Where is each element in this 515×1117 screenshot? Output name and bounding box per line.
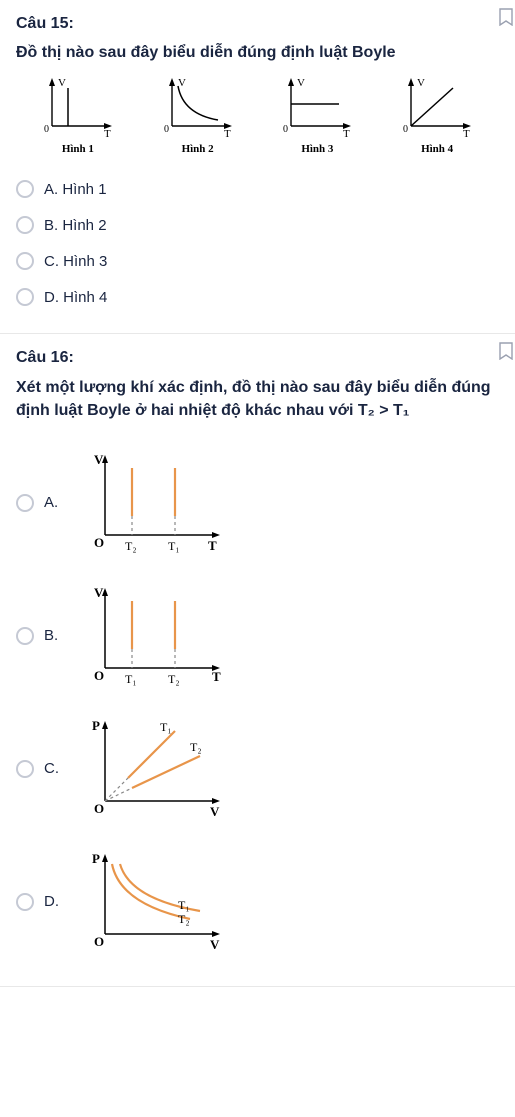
radio-icon — [16, 252, 34, 270]
question-text: Xét một lượng khí xác định, đồ thị nào s… — [16, 376, 499, 422]
options-list: A. V T O T₂ T₁ B. — [16, 436, 499, 968]
option-a[interactable]: A. V T O T₂ T₁ — [16, 436, 499, 569]
option-a[interactable]: A. Hình 1 — [16, 172, 499, 208]
radio-icon — [16, 893, 34, 911]
svg-text:O: O — [94, 934, 104, 949]
radio-icon — [16, 494, 34, 512]
radio-icon — [16, 760, 34, 778]
svg-text:T₁: T₁ — [168, 539, 180, 553]
option-b[interactable]: B. V T O T₁ T₂ — [16, 569, 499, 702]
svg-text:T: T — [463, 128, 470, 138]
figure-caption: Hình 1 — [22, 142, 134, 158]
svg-text:V: V — [94, 585, 104, 600]
option-label: C. — [44, 758, 59, 780]
question-number: Câu 16: — [16, 346, 499, 369]
option-c-graph: P V O T₁ T₂ — [80, 716, 230, 821]
svg-text:0: 0 — [164, 124, 169, 135]
svg-text:0: 0 — [403, 124, 408, 135]
svg-text:P: P — [92, 851, 100, 866]
svg-text:O: O — [94, 801, 104, 816]
question-text: Đồ thị nào sau đây biểu diễn đúng định l… — [16, 41, 499, 64]
option-label: A. Hình 1 — [44, 179, 107, 201]
option-label: B. Hình 2 — [44, 215, 107, 237]
bookmark-icon[interactable] — [499, 342, 513, 367]
svg-text:0: 0 — [44, 124, 49, 135]
option-label: D. — [44, 891, 59, 913]
svg-text:V: V — [58, 77, 66, 89]
svg-text:T: T — [208, 538, 217, 553]
question-15: Câu 15: Đồ thị nào sau đây biểu diễn đún… — [0, 0, 515, 334]
radio-icon — [16, 180, 34, 198]
option-label: A. — [44, 492, 58, 514]
svg-text:T: T — [212, 669, 221, 684]
svg-text:O: O — [94, 535, 104, 550]
option-d[interactable]: D. P V O T₁ T₂ — [16, 835, 499, 968]
radio-icon — [16, 288, 34, 306]
svg-text:P: P — [92, 718, 100, 733]
svg-text:T₁: T₁ — [125, 672, 137, 686]
svg-text:V: V — [178, 77, 186, 89]
option-c[interactable]: C. P V O T₁ T₂ — [16, 702, 499, 835]
option-b-graph: V T O T₁ T₂ — [80, 583, 230, 688]
option-label: C. Hình 3 — [44, 251, 107, 273]
question-number: Câu 15: — [16, 12, 499, 35]
figure-caption: Hình 4 — [381, 142, 493, 158]
svg-text:0: 0 — [283, 124, 288, 135]
bookmark-icon[interactable] — [499, 8, 513, 33]
svg-text:V: V — [210, 804, 220, 819]
figure-caption: Hình 2 — [142, 142, 254, 158]
option-a-graph: V T O T₂ T₁ — [80, 450, 230, 555]
svg-text:V: V — [297, 77, 305, 89]
options-list: A. Hình 1 B. Hình 2 C. Hình 3 D. Hình 4 — [16, 172, 499, 315]
svg-text:T₂: T₂ — [168, 672, 180, 686]
figure-3: V T 0 Hình 3 — [262, 74, 374, 158]
svg-text:T₂: T₂ — [125, 539, 137, 553]
svg-text:O: O — [94, 668, 104, 683]
svg-text:T₁: T₁ — [160, 720, 172, 734]
figures-row: V T 0 Hình 1 V T 0 Hình 2 — [16, 74, 499, 158]
option-d-graph: P V O T₁ T₂ — [80, 849, 230, 954]
svg-text:V: V — [94, 452, 104, 467]
radio-icon — [16, 216, 34, 234]
option-b[interactable]: B. Hình 2 — [16, 208, 499, 244]
figure-4: V T 0 Hình 4 — [381, 74, 493, 158]
svg-text:T: T — [343, 128, 350, 138]
question-16: Câu 16: Xét một lượng khí xác định, đồ t… — [0, 334, 515, 987]
figure-1: V T 0 Hình 1 — [22, 74, 134, 158]
svg-text:T: T — [104, 128, 111, 138]
svg-text:T₁: T₁ — [178, 898, 190, 912]
svg-text:V: V — [210, 937, 220, 952]
option-c[interactable]: C. Hình 3 — [16, 244, 499, 280]
figure-caption: Hình 3 — [262, 142, 374, 158]
svg-text:T₂: T₂ — [178, 912, 190, 926]
svg-text:T: T — [224, 128, 231, 138]
figure-2: V T 0 Hình 2 — [142, 74, 254, 158]
option-d[interactable]: D. Hình 4 — [16, 280, 499, 316]
svg-text:V: V — [417, 77, 425, 89]
option-label: B. — [44, 625, 58, 647]
radio-icon — [16, 627, 34, 645]
option-label: D. Hình 4 — [44, 287, 107, 309]
svg-text:T₂: T₂ — [190, 740, 202, 754]
